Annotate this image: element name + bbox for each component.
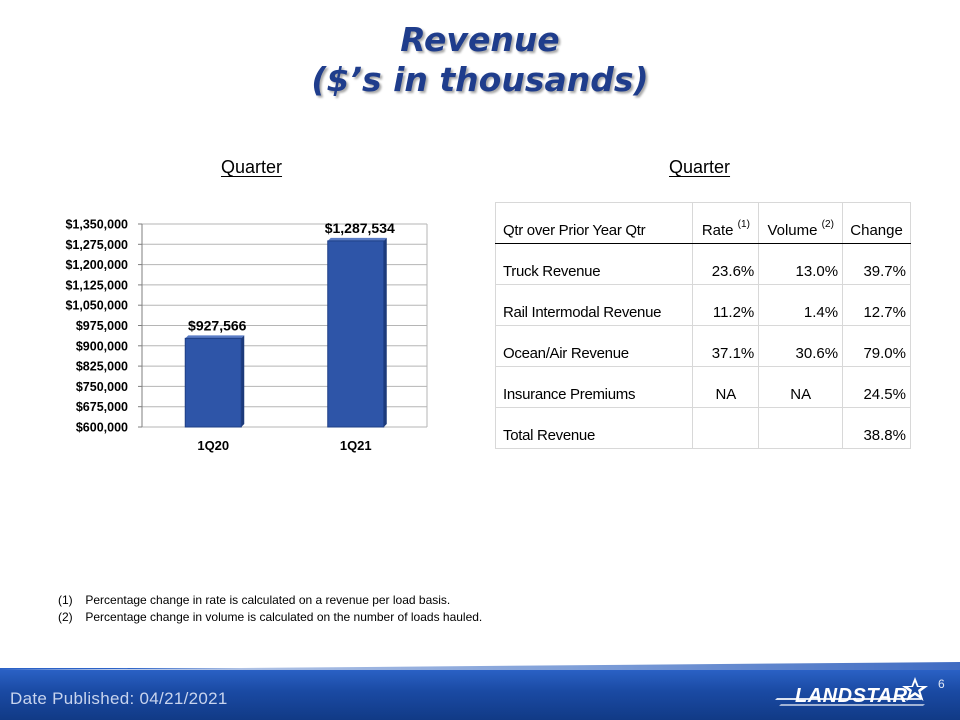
- data-label: $1,287,534: [325, 220, 395, 236]
- row-label: Insurance Premiums: [494, 366, 694, 408]
- header-label: Qtr over Prior Year Qtr: [494, 202, 694, 244]
- y-tick-label: $900,000: [76, 339, 128, 353]
- row-volume: 1.4%: [758, 284, 844, 326]
- y-tick-label: $975,000: [76, 319, 128, 333]
- row-label: Truck Revenue: [494, 243, 694, 285]
- row-label: Total Revenue: [494, 407, 694, 449]
- header-rate-note: (1): [737, 219, 750, 230]
- bar: [327, 240, 385, 428]
- slide-title: Revenue ($’s in thousands): [0, 20, 960, 100]
- header-rate-text: Rate: [701, 222, 734, 239]
- table-row: Insurance Premiums NA NA 24.5%: [494, 366, 911, 408]
- row-change: 39.7%: [842, 243, 911, 285]
- bar-side: [383, 237, 387, 427]
- row-change: 79.0%: [842, 325, 911, 367]
- slide-title-line1: Revenue: [400, 20, 560, 59]
- y-tick-label: $1,050,000: [65, 299, 128, 313]
- chart-section-heading: Quarter: [221, 157, 283, 177]
- y-tick-label: $750,000: [76, 380, 128, 394]
- row-rate: [692, 407, 760, 449]
- y-tick-label: $1,275,000: [65, 238, 128, 252]
- table-row: Ocean/Air Revenue 37.1% 30.6% 79.0%: [494, 325, 911, 367]
- row-label: Ocean/Air Revenue: [494, 325, 694, 367]
- footnote-number: (1): [58, 593, 73, 607]
- table-row: Rail Intermodal Revenue 11.2% 1.4% 12.7%: [494, 284, 911, 326]
- row-label: Rail Intermodal Revenue: [494, 284, 694, 326]
- header-volume: Volume (2): [758, 202, 844, 244]
- star-icon: [902, 677, 928, 701]
- row-volume: 13.0%: [758, 243, 844, 285]
- table-header-row: Qtr over Prior Year Qtr Rate (1) Volume …: [494, 202, 911, 244]
- logo-text: LANDSTAR: [795, 685, 908, 707]
- y-tick-label: $675,000: [76, 400, 128, 414]
- row-change: 38.8%: [842, 407, 911, 449]
- x-tick-label: 1Q20: [197, 438, 229, 453]
- row-change: 24.5%: [842, 366, 911, 408]
- y-tick-label: $600,000: [76, 421, 128, 435]
- slide-title-line2: ($’s in thousands): [311, 60, 649, 99]
- y-tick-label: $825,000: [76, 360, 128, 374]
- footnotes: (1) Percentage change in rate is calcula…: [58, 592, 482, 626]
- header-rate: Rate (1): [692, 202, 760, 244]
- bar-side: [241, 335, 245, 427]
- row-rate: 23.6%: [692, 243, 760, 285]
- row-change: 12.7%: [842, 284, 911, 326]
- row-volume: 30.6%: [758, 325, 844, 367]
- table-row: Total Revenue 38.8%: [494, 407, 911, 449]
- footnote-text: Percentage change in rate is calculated …: [85, 593, 451, 607]
- bar-top: [327, 237, 387, 241]
- data-label: $927,566: [188, 317, 247, 333]
- row-rate: 37.1%: [692, 325, 760, 367]
- header-change: Change: [842, 202, 911, 244]
- date-published: Date Published: 04/21/2021: [10, 689, 228, 708]
- footer-accent-band: [0, 662, 960, 670]
- revenue-change-table: Qtr over Prior Year Qtr Rate (1) Volume …: [494, 202, 911, 449]
- footer-bar: Date Published: 04/21/2021 LANDSTAR 6: [0, 662, 960, 720]
- bar-top: [185, 335, 245, 339]
- footnote-text: Percentage change in volume is calculate…: [85, 610, 483, 624]
- landstar-logo: [775, 677, 928, 706]
- footnote: (2) Percentage change in volume is calcu…: [58, 609, 482, 626]
- revenue-bar-chart: $600,000 $675,000 $750,000 $825,000 $900,000…: [65, 218, 428, 453]
- header-volume-text: Volume: [767, 222, 818, 239]
- bar: [184, 337, 242, 428]
- footnote-number: (2): [58, 610, 73, 624]
- row-volume: NA: [758, 366, 844, 408]
- row-volume: [758, 407, 844, 449]
- x-tick-label: 1Q21: [340, 438, 372, 453]
- y-tick-label: $1,350,000: [65, 218, 128, 232]
- table-row: Truck Revenue 23.6% 13.0% 39.7%: [494, 243, 911, 285]
- y-tick-label: $1,200,000: [65, 258, 128, 272]
- header-volume-note: (2): [821, 219, 834, 230]
- y-tick-label: $1,125,000: [65, 278, 128, 292]
- footnote: (1) Percentage change in rate is calcula…: [58, 592, 482, 609]
- row-rate: NA: [692, 366, 760, 408]
- table-section-heading: Quarter: [669, 157, 731, 177]
- row-rate: 11.2%: [692, 284, 760, 326]
- page-number: 6: [938, 677, 945, 691]
